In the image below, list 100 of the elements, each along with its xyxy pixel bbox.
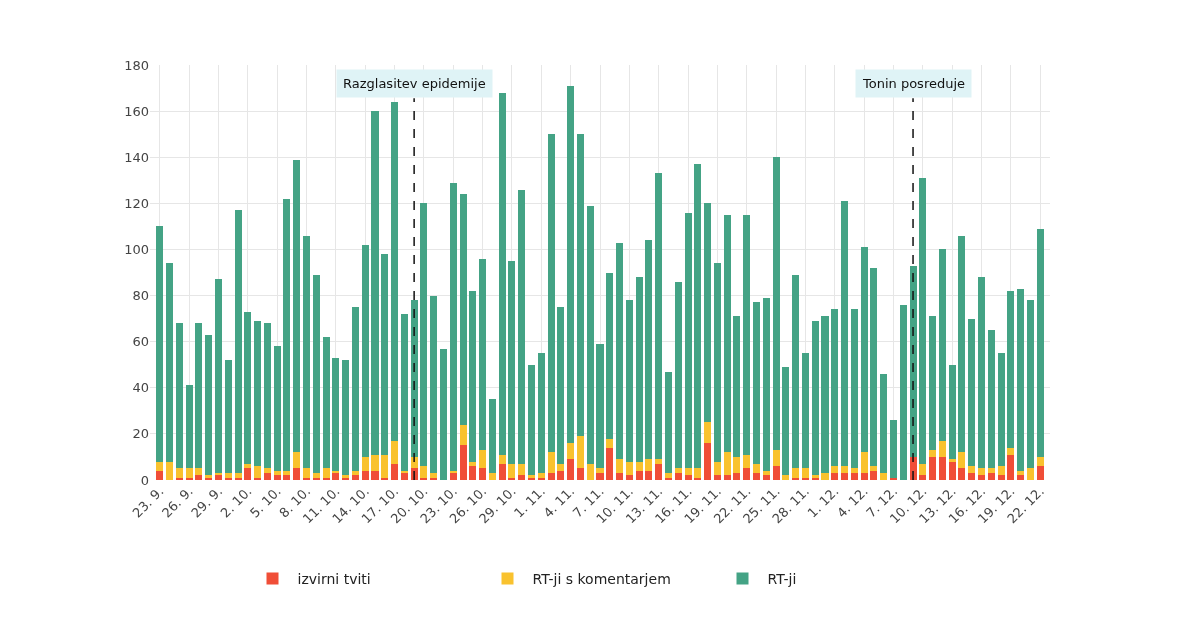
bar (792, 468, 800, 478)
bar (175, 323, 183, 469)
bar (430, 295, 438, 474)
bar (987, 468, 995, 474)
bar (557, 470, 565, 480)
bar (664, 371, 672, 474)
bar (655, 173, 663, 460)
bar (567, 85, 575, 444)
bar (166, 263, 174, 462)
bar (459, 424, 467, 446)
bar (361, 456, 369, 471)
bar (576, 436, 584, 469)
bar (782, 367, 790, 476)
bar (400, 314, 408, 471)
bar (576, 468, 584, 480)
bar (244, 468, 252, 480)
bar (391, 101, 399, 441)
bar (850, 473, 858, 480)
bar (655, 463, 663, 480)
bar (332, 357, 340, 471)
bar (263, 323, 271, 469)
bar (919, 177, 927, 464)
bar (1026, 300, 1034, 469)
bar (831, 466, 839, 474)
bar (263, 473, 271, 480)
bar (479, 258, 487, 451)
bar (753, 302, 761, 464)
bar (293, 468, 301, 480)
y-tick-label: 180 (124, 57, 149, 73)
bar (664, 473, 672, 478)
bar (156, 461, 164, 471)
bar (449, 182, 457, 471)
bar (948, 461, 956, 480)
bar (919, 475, 927, 480)
bar (195, 468, 203, 476)
bar (1007, 447, 1015, 455)
bar (479, 468, 487, 480)
bar (919, 463, 927, 476)
bar (645, 459, 653, 471)
bar (1017, 475, 1025, 480)
bar (234, 210, 242, 474)
bar (596, 343, 604, 469)
bar (870, 466, 878, 471)
bar (880, 473, 888, 480)
bar (254, 320, 262, 467)
bar (547, 452, 555, 474)
bar (801, 353, 809, 469)
bar (625, 475, 633, 480)
bar (978, 468, 986, 476)
bar (625, 461, 633, 476)
bar (753, 463, 761, 474)
bar (498, 454, 506, 464)
bar (293, 159, 301, 453)
bar (968, 473, 976, 480)
bar (723, 214, 731, 453)
bar (371, 470, 379, 480)
bar (978, 475, 986, 480)
bar (958, 235, 966, 453)
bar (557, 463, 565, 471)
bar (704, 443, 712, 480)
bar (283, 198, 291, 471)
y-tick-label: 80 (132, 288, 149, 304)
bar (351, 475, 359, 480)
bar (1036, 228, 1044, 457)
bar (674, 473, 682, 480)
bar (841, 473, 849, 480)
bar (997, 353, 1005, 467)
y-tick-label: 60 (132, 334, 149, 350)
bar (889, 420, 897, 478)
bar (841, 466, 849, 474)
bar (244, 311, 252, 464)
bar (1007, 290, 1015, 448)
bar (987, 330, 995, 469)
bar (156, 470, 164, 480)
bar (156, 226, 164, 462)
bar (528, 364, 536, 476)
bar (704, 203, 712, 423)
bar (312, 274, 320, 474)
bar (606, 447, 614, 480)
bar (273, 346, 281, 471)
ref-line-label: Tonin posreduje (862, 76, 966, 91)
bar (332, 473, 340, 480)
bar (479, 450, 487, 469)
bar (616, 242, 624, 460)
bar (958, 452, 966, 469)
bar (322, 337, 330, 469)
bar (743, 454, 751, 469)
bar (616, 459, 624, 474)
bar (400, 473, 408, 480)
bar (508, 463, 516, 478)
bar (616, 473, 624, 480)
bar (850, 309, 858, 469)
bar (782, 475, 790, 480)
y-tick-label: 100 (124, 241, 149, 257)
bar (635, 470, 643, 480)
bar (596, 468, 604, 474)
bar (821, 316, 829, 474)
bar (1036, 466, 1044, 480)
bar (606, 438, 614, 448)
bar (831, 473, 839, 480)
